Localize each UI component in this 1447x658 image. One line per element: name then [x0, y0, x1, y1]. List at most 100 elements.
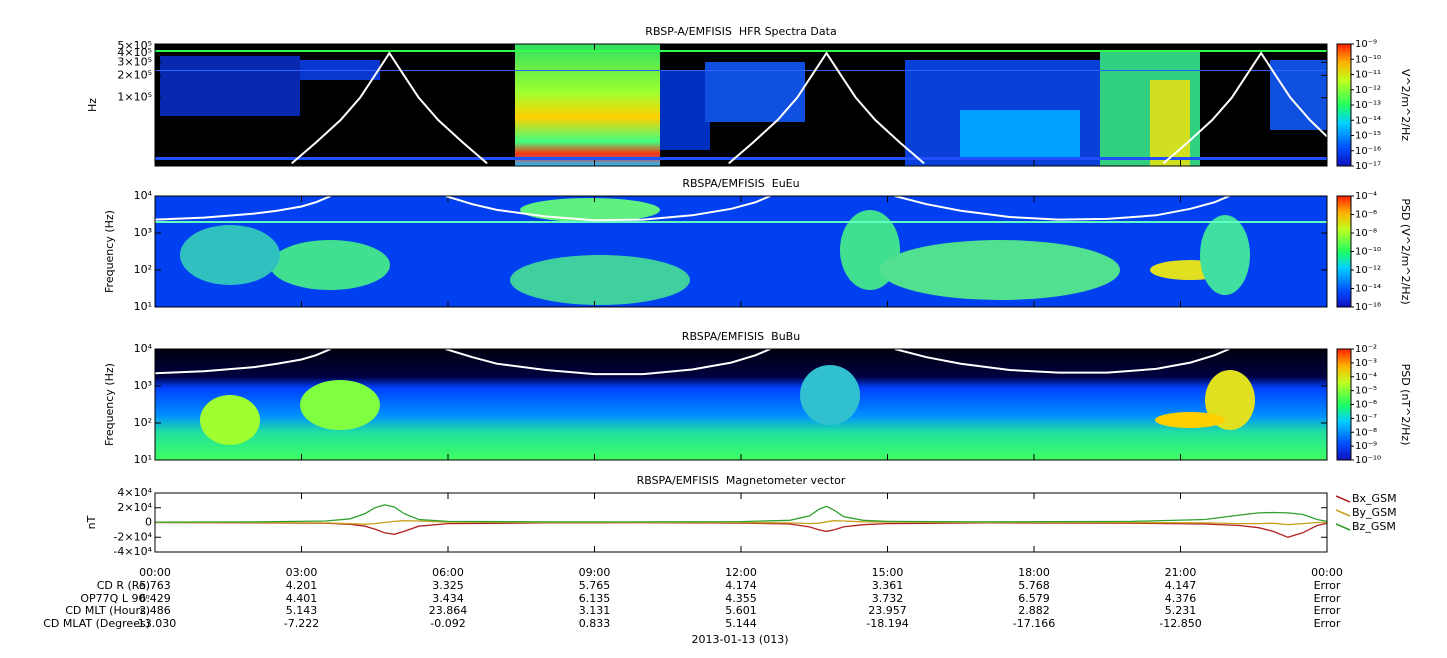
colorbar-label: PSD (nT^2/Hz) — [1399, 364, 1412, 446]
ephemeris-value: 4.174 — [725, 579, 757, 592]
ephemeris-value: 6.429 — [139, 592, 171, 605]
colorbar-tick-label: 10⁻⁸ — [1355, 427, 1377, 438]
date-label: 2013-01-13 (013) — [691, 633, 788, 646]
ephemeris-value: 3.732 — [872, 592, 904, 605]
ephemeris-value: 6.579 — [1018, 592, 1050, 605]
x-tick-label: 21:00 — [1165, 566, 1197, 579]
ephemeris-value: 4.401 — [286, 592, 318, 605]
legend-label: Bz_GSM — [1352, 520, 1396, 533]
colorbar-tick-label: 10⁻¹³ — [1355, 100, 1381, 111]
colorbar-tick-label: 10⁻⁶ — [1355, 400, 1377, 411]
ephemeris-value: 4.376 — [1165, 592, 1197, 605]
colorbar-tick-label: 10⁻⁷ — [1355, 413, 1377, 424]
ephemeris-value: 3.131 — [579, 604, 611, 617]
colorbar-tick-label: 10⁻⁴ — [1355, 372, 1377, 383]
ephemeris-value: 5.601 — [725, 604, 757, 617]
x-tick-label: 18:00 — [1018, 566, 1050, 579]
y-axis-label: Hz — [86, 98, 99, 112]
y-tick-label: 10⁴ — [134, 189, 153, 202]
plot-lines — [155, 196, 1230, 222]
colorbar — [1336, 348, 1352, 461]
ephemeris-row-label: CD MLAT (Degrees) — [43, 617, 150, 630]
ephemeris-value: -13.030 — [134, 617, 176, 630]
colorbar-tick-label: 10⁻⁴ — [1355, 191, 1377, 202]
x-tick-label: 12:00 — [725, 566, 757, 579]
ephemeris-value: Error — [1314, 617, 1341, 630]
data-line — [291, 51, 1327, 165]
ephemeris-value: 2.486 — [139, 604, 171, 617]
data-line — [155, 349, 1230, 376]
data-line — [155, 196, 1230, 222]
ephemeris-value: 3.325 — [432, 579, 464, 592]
y-tick-label: -4×10⁴ — [113, 545, 152, 558]
y-tick-label: 10⁴ — [134, 342, 153, 355]
ephemeris-value: 3.434 — [432, 592, 464, 605]
x-tick-label: 00:00 — [139, 566, 171, 579]
ephemeris-value: -7.222 — [284, 617, 319, 630]
y-tick-label: 10³ — [134, 226, 152, 239]
plot-frame — [154, 492, 1328, 553]
colorbar-tick-label: 10⁻⁸ — [1355, 228, 1377, 239]
y-tick-label: -2×10⁴ — [113, 530, 152, 543]
y-tick-label: 5×10⁵ — [117, 39, 152, 52]
colorbar — [1336, 43, 1352, 167]
y-tick-label: 4×10⁵ — [117, 46, 152, 59]
chart-title: RBSPA/EMFISIS BuBu — [682, 330, 800, 343]
y-tick-label: 10² — [134, 416, 152, 429]
x-tick-label: 15:00 — [872, 566, 904, 579]
ephemeris-value: 5.143 — [286, 604, 318, 617]
ephemeris-value: 5.765 — [579, 579, 611, 592]
colorbar-tick-label: 10⁻⁵ — [1355, 386, 1377, 397]
ephemeris-value: -18.194 — [866, 617, 908, 630]
colorbar-tick-label: 10⁻¹⁴ — [1355, 115, 1381, 126]
legend-swatch — [1335, 509, 1351, 517]
x-tick-label: 06:00 — [432, 566, 464, 579]
colorbar-tick-label: 10⁻² — [1355, 344, 1377, 355]
colorbar-tick-label: 10⁻¹⁶ — [1355, 146, 1381, 157]
ephemeris-value: -17.166 — [1013, 617, 1055, 630]
spectrogram-image — [155, 349, 1327, 460]
chart-title: RBSPA/EMFISIS EuEu — [682, 177, 799, 190]
colorbar-tick-label: 10⁻⁹ — [1355, 441, 1377, 452]
ephemeris-value: 2.882 — [1018, 604, 1050, 617]
ephemeris-value: Error — [1314, 579, 1341, 592]
plot-lines — [155, 349, 1230, 376]
x-tick-label: 09:00 — [579, 566, 611, 579]
y-tick-label: 10³ — [134, 379, 152, 392]
y-tick-label: 4×10⁴ — [117, 486, 152, 499]
plot-frame — [154, 195, 1328, 308]
ephemeris-row-label: CD R (Re) — [97, 579, 150, 592]
legend-swatch — [1335, 495, 1351, 503]
y-tick-label: 10¹ — [134, 300, 152, 313]
plot-lines — [291, 51, 1327, 165]
colorbar-tick-label: 10⁻¹⁵ — [1355, 131, 1381, 142]
y-axis-label: nT — [85, 515, 98, 529]
ephemeris-value: 23.864 — [429, 604, 468, 617]
colorbar-tick-label: 10⁻³ — [1355, 358, 1377, 369]
y-tick-label: 2×10⁵ — [117, 68, 152, 81]
ephemeris-value: 5.231 — [1165, 604, 1197, 617]
legend-label: Bx_GSM — [1352, 492, 1397, 505]
y-tick-label: 10² — [134, 263, 152, 276]
ephemeris-value: -0.092 — [430, 617, 465, 630]
y-tick-label: 10¹ — [134, 453, 152, 466]
ephemeris-value: 0.833 — [579, 617, 611, 630]
ephemeris-value: Error — [1314, 592, 1341, 605]
y-axis-label: Frequency (Hz) — [103, 363, 116, 446]
colorbar — [1336, 195, 1352, 308]
plot-frame — [154, 43, 1328, 167]
spectrogram-image — [155, 44, 1327, 166]
colorbar-tick-label: 10⁻¹⁷ — [1355, 161, 1381, 172]
x-tick-label: 03:00 — [286, 566, 318, 579]
data-line — [155, 504, 1327, 523]
chart-title: RBSPA/EMFISIS Magnetometer vector — [637, 474, 846, 487]
colorbar-tick-label: 10⁻¹² — [1355, 85, 1381, 96]
colorbar-tick-label: 10⁻⁹ — [1355, 39, 1377, 50]
plot-frame — [154, 348, 1328, 461]
ephemeris-value: 3.361 — [872, 579, 904, 592]
ephemeris-value: 4.355 — [725, 592, 757, 605]
colorbar-tick-label: 10⁻¹⁰ — [1355, 247, 1381, 258]
colorbar-tick-label: 10⁻¹⁰ — [1355, 54, 1381, 65]
data-line — [155, 521, 1327, 538]
y-axis-label: Frequency (Hz) — [103, 210, 116, 293]
